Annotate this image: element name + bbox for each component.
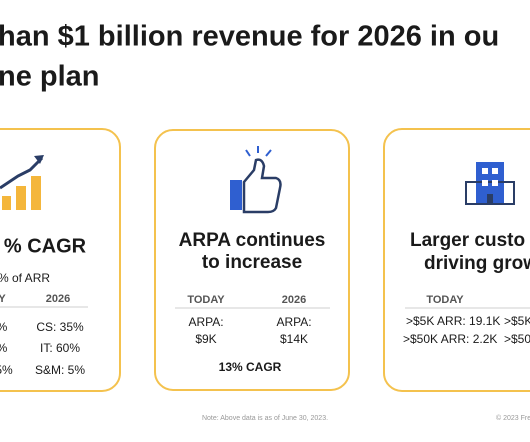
cell: CS: 35% bbox=[36, 320, 84, 334]
cell: ARPA: bbox=[188, 315, 223, 329]
column-header: TODAY bbox=[426, 294, 464, 306]
cell: >$5K ARR: 19.1K bbox=[406, 314, 500, 328]
cell: IT: 60% bbox=[40, 341, 80, 355]
cell: >$50K ARR: 2.2K bbox=[403, 332, 497, 346]
cell: >$5K bbox=[504, 314, 530, 328]
card-heading: driving grow bbox=[424, 253, 530, 274]
footnote: Note: Above data is as of June 30, 2023. bbox=[202, 415, 328, 422]
cell: >$50 bbox=[504, 332, 530, 346]
card-heading: Larger custo bbox=[410, 230, 525, 251]
column-header: TODAY bbox=[187, 294, 225, 306]
card-subheading: % of ARR bbox=[0, 271, 50, 285]
card-footer: 13% CAGR bbox=[219, 360, 282, 374]
cell: $14K bbox=[280, 332, 308, 346]
column-header: 2026 bbox=[46, 293, 70, 305]
card-heading: % CAGR bbox=[4, 235, 87, 257]
title: han $1 billion revenue for 2026 in ou bbox=[0, 21, 499, 53]
card bbox=[0, 128, 121, 392]
cell: % bbox=[0, 341, 8, 355]
column-header: Y bbox=[0, 293, 6, 305]
cell: % bbox=[0, 320, 8, 334]
card-heading: to increase bbox=[202, 252, 302, 273]
cell: S&M: 5% bbox=[35, 363, 85, 377]
thumbs-up-icon bbox=[230, 146, 282, 214]
cell: 5% bbox=[0, 363, 13, 377]
column-header: 2026 bbox=[282, 294, 306, 306]
building-icon bbox=[465, 162, 515, 205]
card-heading: ARPA continues bbox=[179, 230, 326, 251]
cell: $9K bbox=[195, 332, 216, 346]
growth-icon bbox=[0, 155, 44, 210]
copyright: © 2023 Fresh bbox=[496, 414, 530, 422]
card bbox=[154, 129, 350, 391]
title: ne plan bbox=[0, 61, 100, 93]
cell: ARPA: bbox=[276, 315, 311, 329]
